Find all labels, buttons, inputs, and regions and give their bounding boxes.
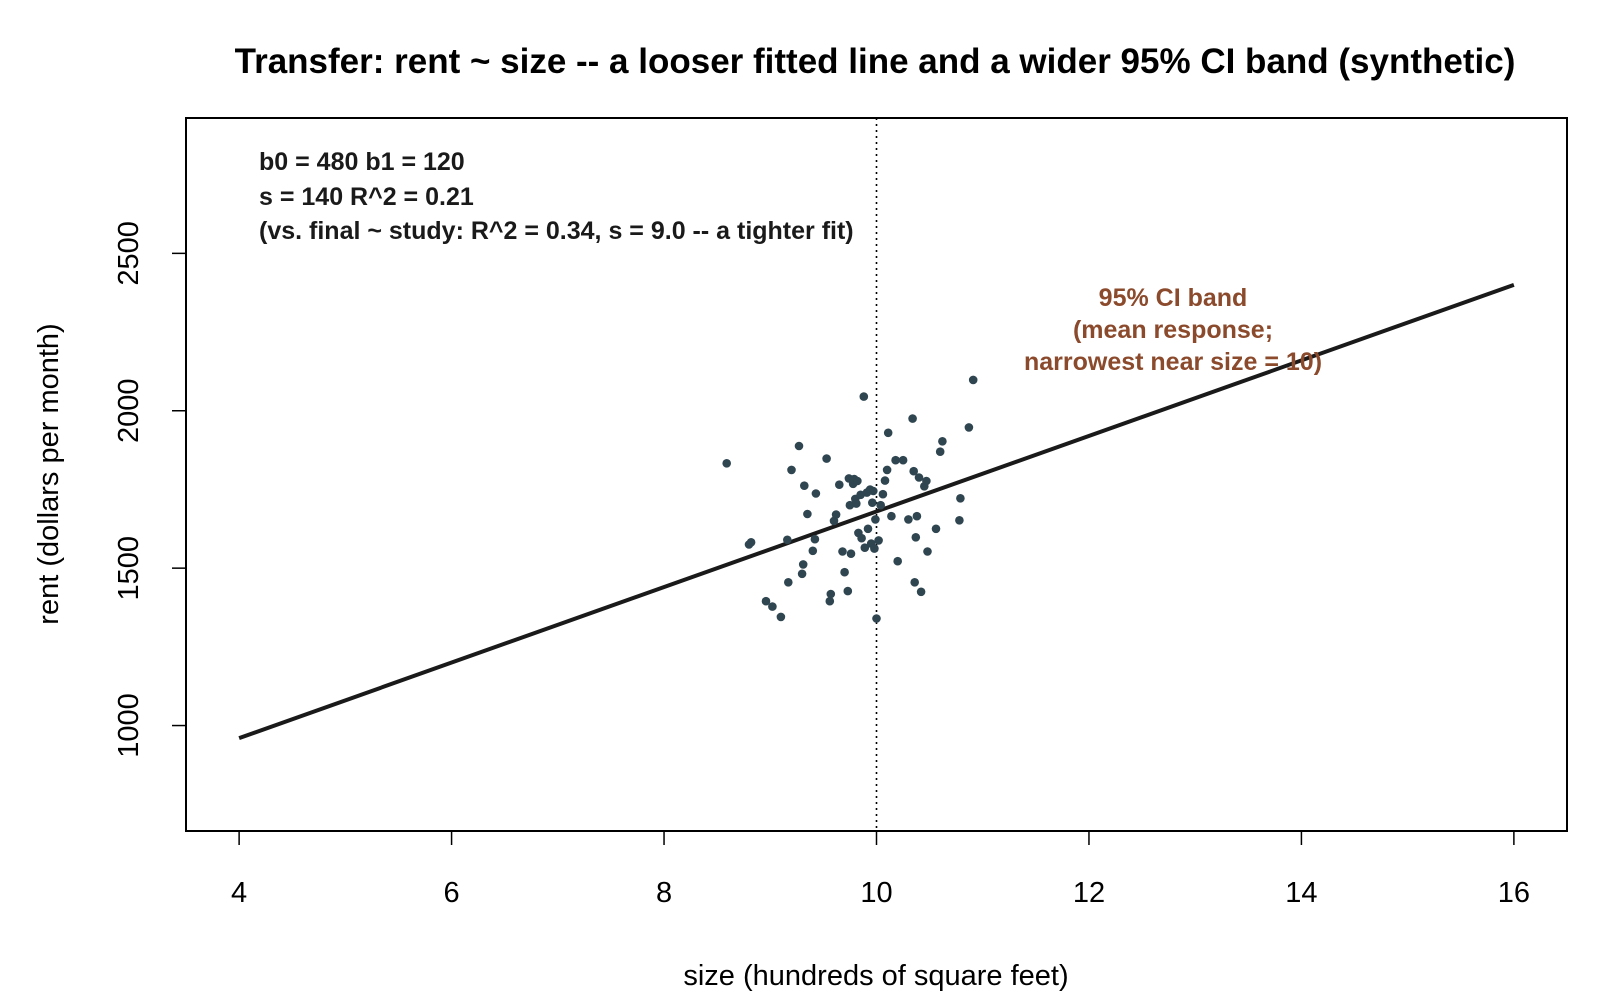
- data-point: [776, 612, 786, 622]
- data-point: [794, 441, 804, 451]
- y-axis-label: rent (dollars per month): [33, 323, 65, 624]
- data-point: [883, 428, 893, 438]
- data-point: [923, 547, 932, 556]
- fitted-line: [238, 282, 1515, 741]
- data-point: [910, 578, 919, 587]
- data-point: [746, 538, 756, 547]
- band-label-line-2: (mean response;: [1073, 316, 1273, 344]
- band-label-line-3: narrowest near size = 10): [1024, 348, 1322, 376]
- data-point: [916, 587, 926, 597]
- data-point: [914, 473, 924, 482]
- data-point: [843, 586, 853, 596]
- data-point: [968, 375, 978, 385]
- data-point: [878, 489, 888, 499]
- plot-area: [238, 118, 1515, 831]
- data-point: [868, 498, 877, 508]
- data-point: [859, 392, 869, 401]
- data-point: [797, 569, 807, 579]
- data-point: [871, 515, 880, 524]
- data-point: [863, 524, 873, 534]
- x-tick-label: 12: [1073, 877, 1105, 909]
- y-tick-label: 2500: [113, 221, 145, 286]
- x-axis-label: size (hundreds of square feet): [683, 960, 1068, 992]
- data-point: [803, 509, 812, 519]
- data-point: [880, 476, 890, 485]
- data-point: [874, 536, 883, 545]
- data-point: [784, 578, 793, 587]
- chart-title: Transfer: rent ~ size -- a looser fitted…: [235, 42, 1516, 81]
- stats-line-2: s = 140 R^2 = 0.21: [259, 183, 474, 211]
- data-point: [870, 544, 879, 553]
- x-tick-label: 6: [444, 877, 460, 909]
- data-point: [887, 511, 896, 521]
- x-tick-label: 14: [1285, 877, 1317, 909]
- data-point: [882, 465, 892, 475]
- data-point: [912, 511, 922, 521]
- data-point: [911, 533, 921, 542]
- data-point: [822, 454, 831, 463]
- data-point: [761, 596, 771, 606]
- data-point: [956, 494, 965, 503]
- data-point: [922, 476, 931, 486]
- data-point: [811, 489, 821, 498]
- data-point: [826, 589, 836, 599]
- data-points: [722, 375, 978, 623]
- data-point: [904, 515, 913, 524]
- ci-band-annotation: 95% CI band (mean response; narrowest ne…: [1024, 284, 1322, 376]
- y-axis: 1000 1500 2000 2500: [113, 221, 186, 758]
- data-point: [825, 596, 835, 606]
- data-point: [831, 510, 841, 519]
- data-point: [798, 560, 808, 569]
- x-tick-label: 4: [231, 877, 247, 909]
- data-point: [955, 516, 964, 525]
- data-point: [768, 602, 777, 611]
- data-point: [808, 546, 818, 556]
- data-point: [872, 614, 881, 623]
- band-label-line-1: 95% CI band: [1099, 284, 1248, 312]
- fit-statistics-annotation: b0 = 480 b1 = 120 s = 140 R^2 = 0.21 (vs…: [259, 148, 854, 245]
- data-point: [857, 533, 866, 543]
- data-point: [840, 567, 849, 577]
- data-point: [787, 465, 796, 475]
- stats-line-3: (vs. final ~ study: R^2 = 0.34, s = 9.0 …: [259, 217, 854, 245]
- data-point: [876, 500, 885, 510]
- stats-line-1: b0 = 480 b1 = 120: [259, 148, 465, 176]
- data-point: [852, 499, 861, 508]
- data-point: [964, 423, 974, 432]
- x-axis: 4 6 8 10 12 14 16: [231, 830, 1530, 909]
- data-point: [800, 481, 809, 491]
- x-tick-label: 16: [1498, 877, 1530, 909]
- y-tick-label: 1500: [113, 536, 145, 601]
- x-tick-label: 8: [656, 877, 672, 909]
- data-point: [898, 455, 908, 465]
- data-point: [810, 534, 820, 544]
- data-point: [908, 414, 917, 423]
- x-tick-label: 10: [860, 877, 892, 909]
- data-point: [938, 437, 947, 446]
- data-point: [846, 549, 856, 558]
- y-tick-label: 2000: [113, 379, 145, 444]
- data-point: [783, 535, 792, 545]
- data-point: [909, 466, 918, 476]
- data-point: [891, 455, 900, 465]
- data-point: [838, 547, 847, 556]
- data-point: [860, 543, 870, 552]
- data-point: [835, 480, 844, 490]
- data-point: [931, 524, 941, 534]
- data-point: [853, 476, 862, 486]
- data-point: [869, 486, 878, 496]
- data-point: [935, 447, 945, 457]
- y-tick-label: 1000: [113, 693, 145, 758]
- data-point: [893, 556, 902, 566]
- data-point: [722, 459, 731, 468]
